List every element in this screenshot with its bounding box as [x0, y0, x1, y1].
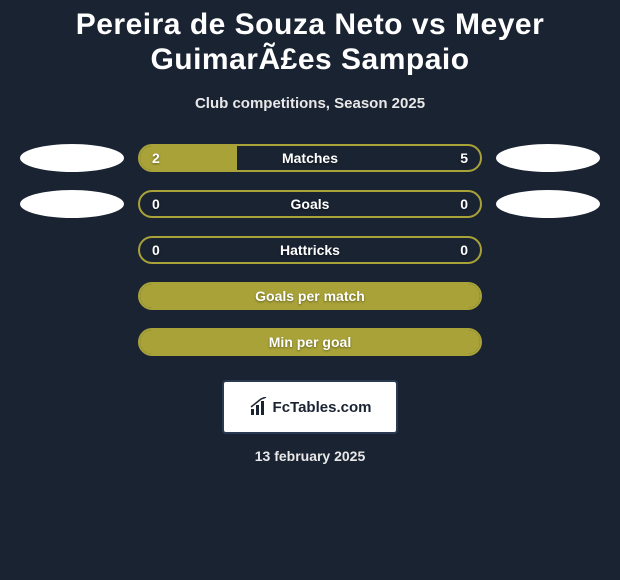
stat-label: Goals	[140, 192, 480, 216]
spacer	[20, 282, 124, 310]
player-right-oval	[496, 144, 600, 172]
page-title: Pereira de Souza Neto vs Meyer GuimarÃ£e…	[0, 0, 620, 77]
stat-label: Min per goal	[140, 330, 480, 354]
stat-row: 00Hattricks	[0, 236, 620, 264]
logo-text: FcTables.com	[273, 399, 372, 416]
subtitle: Club competitions, Season 2025	[0, 95, 620, 112]
spacer	[496, 282, 600, 310]
player-left-oval	[20, 144, 124, 172]
stats-list: 25Matches 00Goals 00Hattricks Goals per mat…	[0, 144, 620, 356]
stat-bar: 00Goals	[138, 190, 482, 218]
stat-label: Matches	[140, 146, 480, 170]
stat-label: Hattricks	[140, 238, 480, 262]
stat-bar: 00Hattricks	[138, 236, 482, 264]
stat-row: 25Matches	[0, 144, 620, 172]
player-right-oval	[496, 190, 600, 218]
stat-label: Goals per match	[140, 284, 480, 308]
date-label: 13 february 2025	[0, 448, 620, 464]
spacer	[20, 236, 124, 264]
stat-row: Goals per match	[0, 282, 620, 310]
stat-bar: Goals per match	[138, 282, 482, 310]
spacer	[20, 328, 124, 356]
chart-icon	[249, 397, 269, 417]
stat-row: 00Goals	[0, 190, 620, 218]
player-left-oval	[20, 190, 124, 218]
comparison-card: Pereira de Souza Neto vs Meyer GuimarÃ£e…	[0, 0, 620, 580]
stat-bar: 25Matches	[138, 144, 482, 172]
stat-bar: Min per goal	[138, 328, 482, 356]
logo-badge: FcTables.com	[222, 380, 398, 434]
stat-row: Min per goal	[0, 328, 620, 356]
spacer	[496, 236, 600, 264]
spacer	[496, 328, 600, 356]
